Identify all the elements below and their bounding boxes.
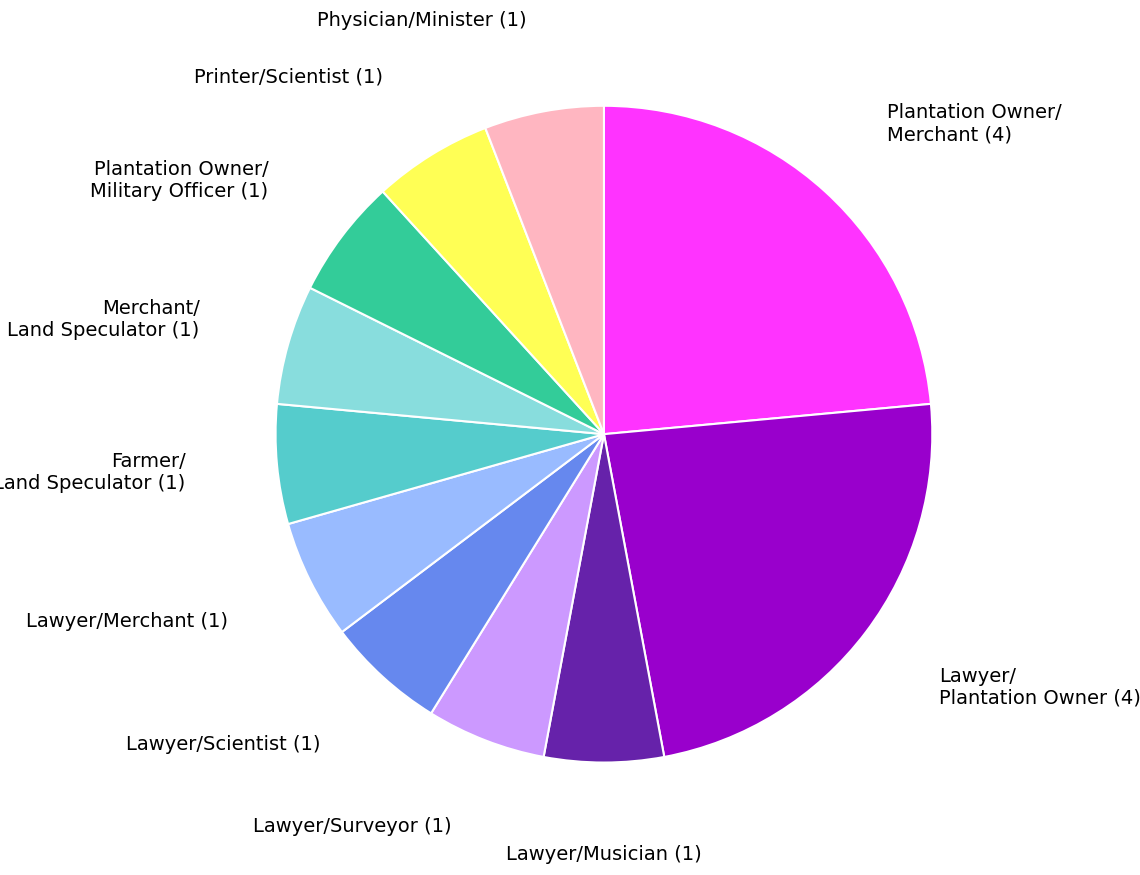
Text: Lawyer/Merchant (1): Lawyer/Merchant (1) xyxy=(26,612,228,631)
Wedge shape xyxy=(604,106,931,434)
Wedge shape xyxy=(383,128,604,434)
Wedge shape xyxy=(277,288,604,434)
Text: Farmer/
Land Speculator (1): Farmer/ Land Speculator (1) xyxy=(0,452,186,493)
Wedge shape xyxy=(486,106,604,434)
Text: Merchant/
Land Speculator (1): Merchant/ Land Speculator (1) xyxy=(8,298,199,340)
Wedge shape xyxy=(342,434,604,713)
Text: Plantation Owner/
Merchant (4): Plantation Owner/ Merchant (4) xyxy=(887,103,1061,144)
Wedge shape xyxy=(288,434,604,632)
Text: Physician/Minister (1): Physician/Minister (1) xyxy=(317,11,527,31)
Wedge shape xyxy=(544,434,665,762)
Wedge shape xyxy=(604,404,933,757)
Wedge shape xyxy=(431,434,604,757)
Wedge shape xyxy=(276,404,604,524)
Text: Lawyer/
Plantation Owner (4): Lawyer/ Plantation Owner (4) xyxy=(939,667,1140,708)
Text: Printer/Scientist (1): Printer/Scientist (1) xyxy=(194,67,383,87)
Text: Plantation Owner/
Military Officer (1): Plantation Owner/ Military Officer (1) xyxy=(90,160,269,201)
Wedge shape xyxy=(310,192,604,434)
Text: Lawyer/Musician (1): Lawyer/Musician (1) xyxy=(506,845,702,864)
Text: Lawyer/Scientist (1): Lawyer/Scientist (1) xyxy=(127,735,320,754)
Text: Lawyer/Surveyor (1): Lawyer/Surveyor (1) xyxy=(253,816,453,836)
